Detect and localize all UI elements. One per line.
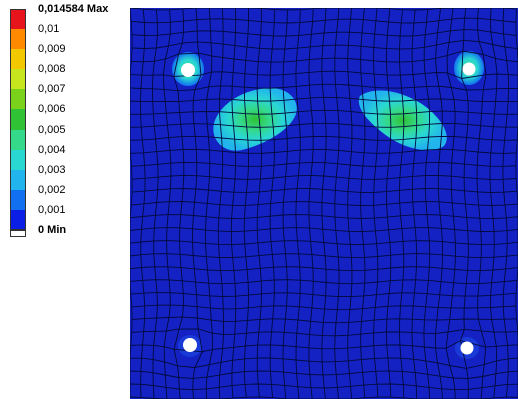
mesh-line-horizontal bbox=[130, 383, 518, 391]
legend-swatch bbox=[10, 109, 26, 130]
legend-max-label: 0,014584 Max bbox=[38, 3, 109, 15]
mesh-line-horizontal bbox=[130, 253, 518, 259]
legend-row: 0,008 bbox=[8, 63, 138, 90]
legend-swatch bbox=[10, 69, 26, 90]
legend-min-label: 0 Min bbox=[38, 224, 67, 237]
legend-level-label: 0,007 bbox=[38, 83, 66, 96]
contour-legend: 0,014584 Max 0,01 0,009 0,008 0,007 0,00… bbox=[8, 3, 138, 242]
legend-level-label: 0,002 bbox=[38, 183, 66, 196]
legend-swatch bbox=[10, 89, 26, 110]
mesh-line-horizontal bbox=[130, 96, 518, 103]
fea-result-viewport[interactable] bbox=[130, 8, 518, 399]
mesh-line-horizontal bbox=[130, 214, 518, 219]
mesh-line-horizontal bbox=[130, 148, 517, 154]
mesh-line-horizontal bbox=[130, 109, 518, 115]
mesh-line-horizontal bbox=[131, 161, 516, 167]
legend-row: 0,003 bbox=[8, 164, 138, 190]
legend-level-label: 0,004 bbox=[38, 143, 66, 156]
mesh-line-horizontal bbox=[132, 174, 517, 180]
mesh-line-horizontal bbox=[131, 50, 518, 63]
bolt-hole-top-left bbox=[181, 63, 195, 77]
legend-row-max: 0,014584 Max bbox=[8, 3, 138, 30]
mesh-line-horizontal bbox=[131, 201, 518, 206]
mesh-line-horizontal bbox=[130, 292, 517, 298]
legend-swatch bbox=[10, 189, 26, 210]
mesh-line-horizontal bbox=[131, 304, 516, 311]
mesh-line-horizontal bbox=[131, 328, 518, 337]
mesh-line-horizontal bbox=[130, 340, 518, 353]
legend-level-label: 0,008 bbox=[38, 63, 66, 76]
mesh-grid bbox=[130, 8, 518, 399]
legend-swatch bbox=[10, 149, 26, 170]
mesh-line-horizontal bbox=[132, 188, 518, 193]
legend-row-min: 0 Min bbox=[8, 224, 138, 242]
mesh-line-horizontal bbox=[131, 17, 516, 24]
bolt-hole-bottom-right bbox=[460, 341, 474, 355]
legend-swatch bbox=[10, 129, 26, 150]
mesh-line-horizontal bbox=[130, 135, 518, 141]
legend-level-label: 0,001 bbox=[38, 203, 66, 216]
legend-row: 0,001 bbox=[8, 204, 138, 231]
legend-row: 0,01 bbox=[8, 23, 138, 50]
mesh-line-horizontal bbox=[130, 227, 518, 233]
mesh-plot bbox=[130, 8, 518, 399]
legend-row: 0,009 bbox=[8, 43, 138, 70]
legend-swatch bbox=[10, 9, 26, 30]
legend-row: 0,002 bbox=[8, 184, 138, 210]
mesh-line-horizontal bbox=[131, 29, 517, 37]
legend-level-label: 0,01 bbox=[38, 23, 60, 36]
mesh-line-horizontal bbox=[130, 266, 518, 272]
stress-hotspot-right bbox=[358, 90, 447, 151]
mesh-line-horizontal bbox=[130, 70, 518, 79]
legend-level-label: 0,009 bbox=[38, 43, 66, 56]
bolt-hole-top-right bbox=[462, 62, 476, 76]
legend-row: 0,007 bbox=[8, 83, 138, 110]
legend-swatch bbox=[10, 209, 26, 231]
mesh-line-horizontal bbox=[130, 279, 518, 285]
mesh-line-horizontal bbox=[130, 370, 518, 379]
legend-row: 0,006 bbox=[8, 103, 138, 130]
legend-swatch-min bbox=[10, 230, 26, 238]
legend-row: 0,005 bbox=[8, 124, 138, 150]
legend-level-label: 0,003 bbox=[38, 163, 66, 176]
mesh-line-horizontal bbox=[130, 122, 518, 128]
legend-row: 0,004 bbox=[8, 144, 138, 170]
legend-swatch bbox=[10, 169, 26, 190]
legend-level-label: 0,005 bbox=[38, 123, 66, 136]
legend-level-label: 0,006 bbox=[38, 103, 66, 116]
legend-swatch bbox=[10, 29, 26, 50]
mesh-line-horizontal bbox=[130, 240, 518, 246]
mesh-line-horizontal bbox=[132, 39, 518, 50]
mesh-line-horizontal bbox=[132, 316, 517, 324]
mesh-line-horizontal bbox=[130, 83, 518, 92]
legend-swatch bbox=[10, 49, 26, 70]
mesh-line-horizontal bbox=[130, 357, 518, 369]
bolt-hole-bottom-left bbox=[183, 338, 197, 352]
